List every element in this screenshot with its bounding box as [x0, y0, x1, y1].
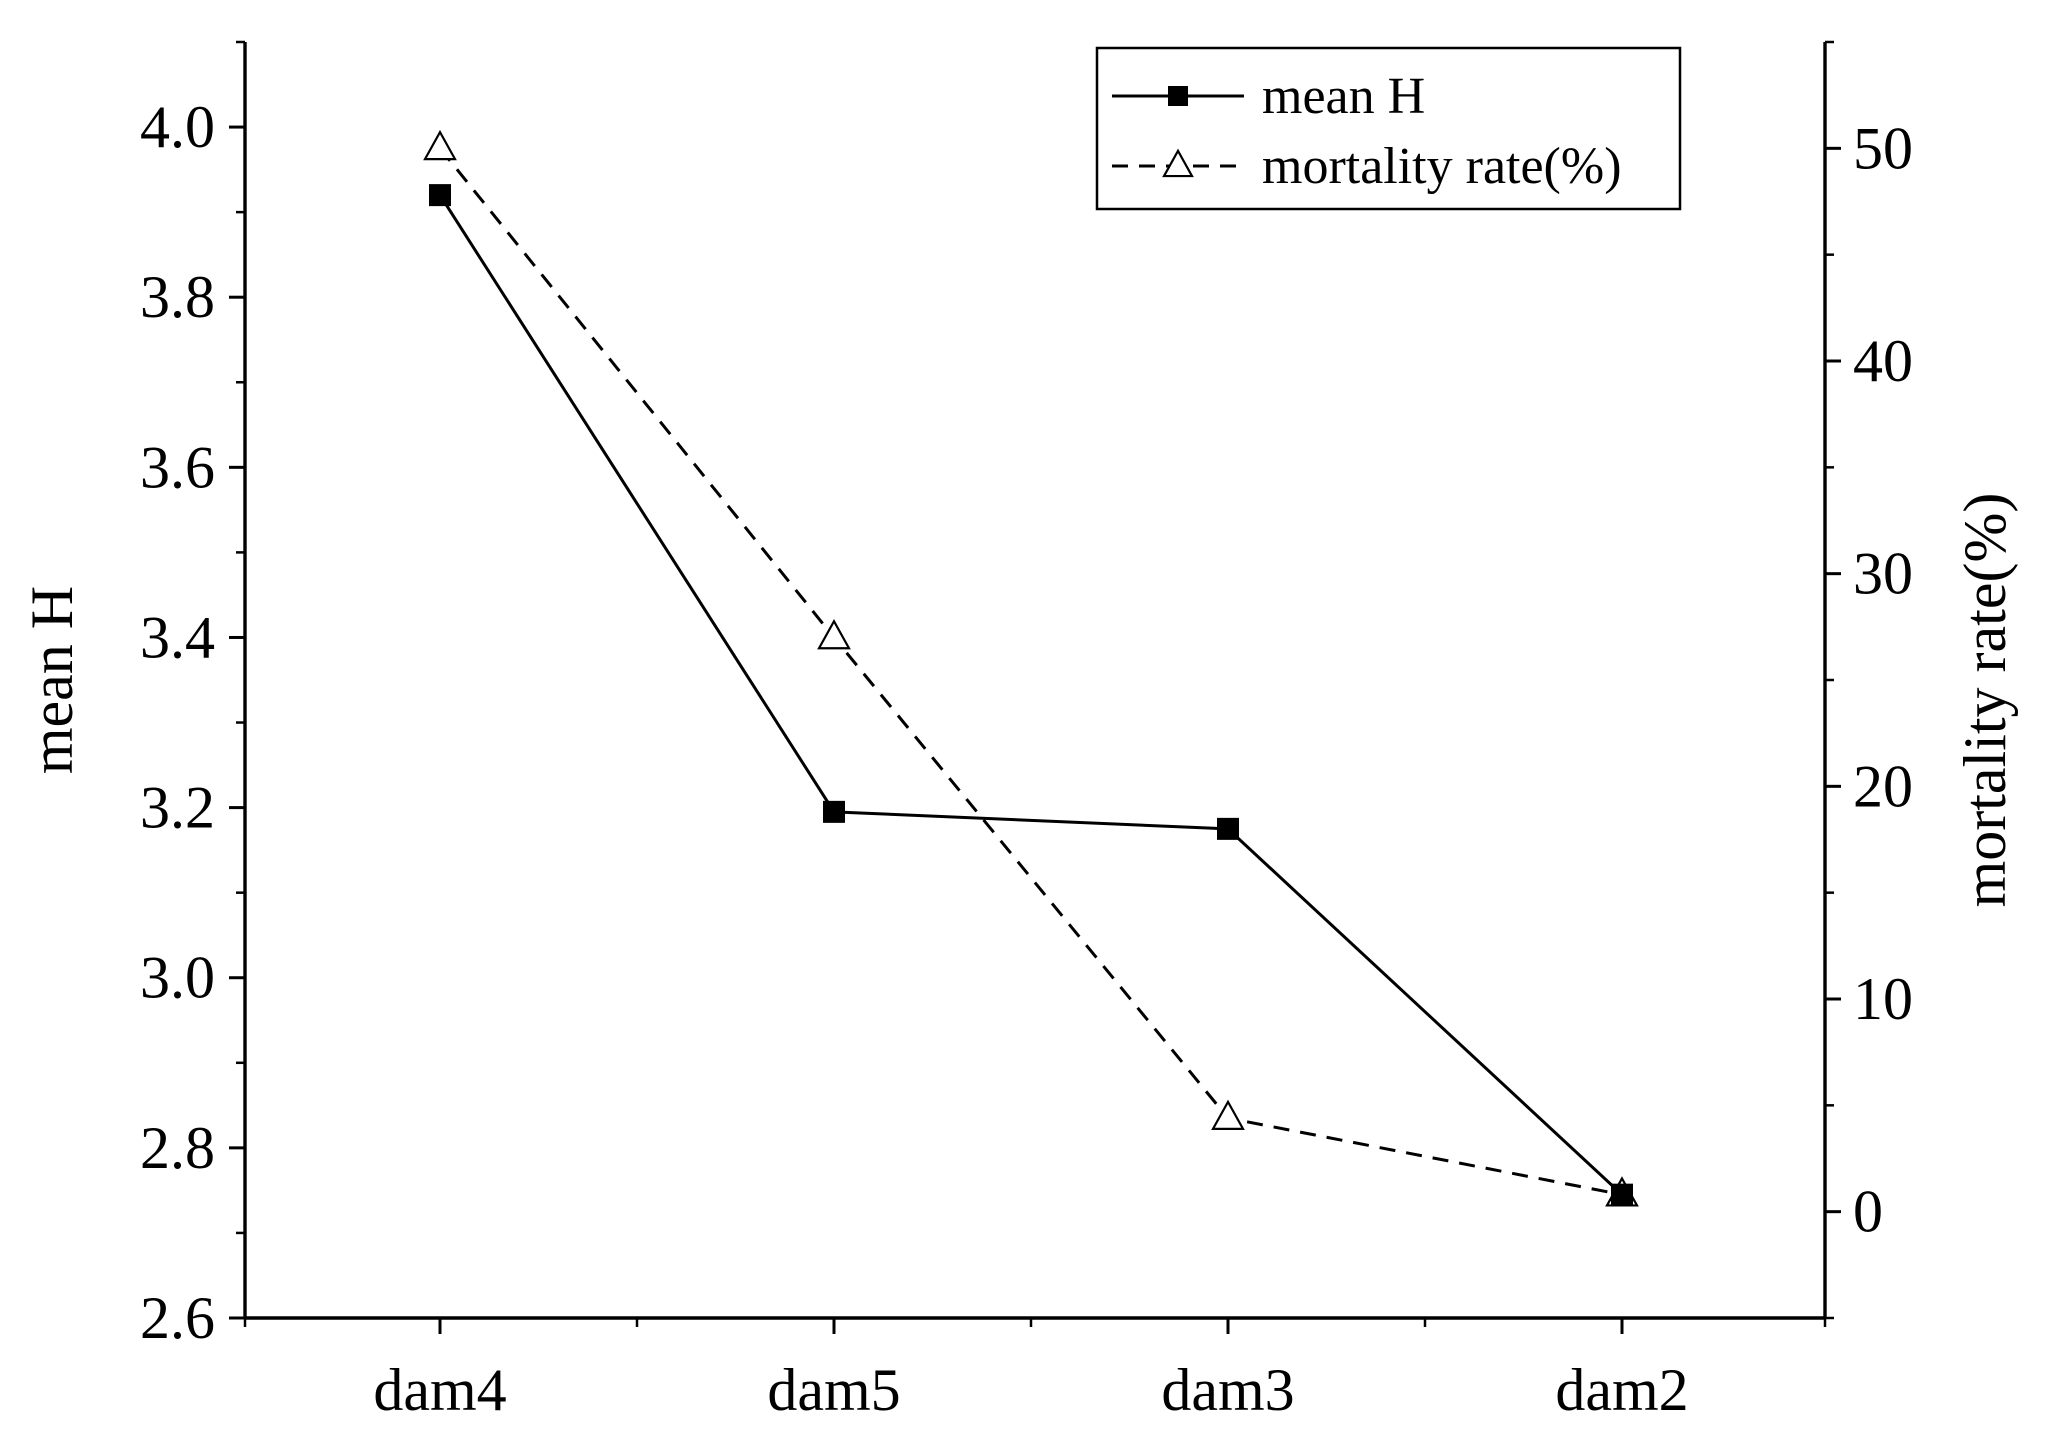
left-tick-label: 3.8: [140, 264, 215, 330]
x-tick-label: dam4: [373, 1357, 506, 1423]
legend: mean H mortality rate(%): [1095, 46, 1682, 211]
legend-mean-h-marker: [1168, 86, 1188, 106]
mean-h-line: [438, 194, 1624, 1196]
mortality-rate-point: [423, 129, 457, 161]
x-tick-label: dam3: [1161, 1357, 1294, 1423]
right-tick-label: 50: [1853, 115, 1913, 181]
series-layer: [423, 129, 1639, 1207]
legend-mean-h-label: mean H: [1262, 68, 1425, 125]
right-tick-label: 20: [1853, 753, 1913, 819]
mortality-rate-line: [438, 147, 1623, 1197]
mean-h-point: [429, 184, 451, 207]
left-tick-label: 3.0: [140, 945, 215, 1011]
left-tick-label: 4.0: [140, 94, 215, 160]
right-tick-label: 0: [1853, 1179, 1883, 1245]
x-tick-label: dam5: [767, 1357, 900, 1423]
mean-h-point: [1611, 1183, 1633, 1206]
left-tick-label: 3.4: [140, 604, 215, 670]
mean-h-point: [823, 800, 845, 823]
axes: 2.6 2.8 3.0 3.2 3.4 3.6 3.8 4.0 0 10 20 30 40 50 dam4 d…: [19, 40, 2018, 1423]
right-tick-label: 10: [1853, 966, 1913, 1032]
mortality-rate-point: [1211, 1099, 1245, 1130]
left-tick-label: 3.2: [140, 775, 215, 841]
legend-mortality-label: mortality rate(%): [1262, 138, 1622, 195]
x-tick-label: dam2: [1555, 1357, 1688, 1423]
right-tick-label: 30: [1853, 541, 1913, 607]
right-tick-label: 40: [1853, 328, 1913, 394]
y-axis-title: mean H: [19, 586, 85, 774]
left-tick-label: 3.6: [140, 434, 215, 500]
mortality-rate-point: [817, 619, 851, 650]
legend-mortality-marker: [1162, 148, 1194, 178]
mean-h-point: [1217, 817, 1239, 840]
y2-axis-title: mortality rate(%): [1952, 493, 2018, 908]
left-tick-label: 2.6: [140, 1285, 215, 1351]
left-tick-label: 2.8: [140, 1115, 215, 1181]
legend-box: [1095, 46, 1682, 211]
